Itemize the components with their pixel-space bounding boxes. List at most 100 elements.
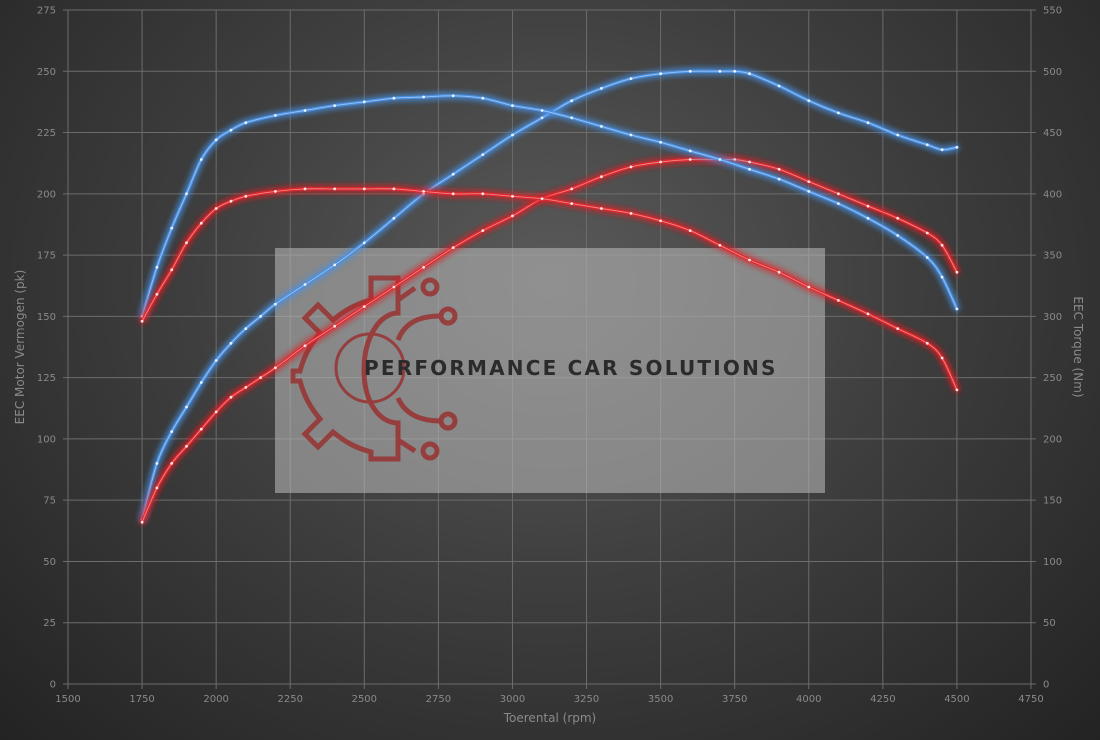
data-point	[955, 270, 959, 274]
data-point	[170, 430, 174, 433]
chart-tick-labels: 1500 1750 2000 2250 2500 2750 3000 3250 3500 3750…	[37, 6, 1062, 706]
x-tick-label: 3000	[500, 694, 525, 705]
data-point	[451, 192, 455, 196]
series-3-torque	[140, 94, 959, 318]
y-tick-label-right: 200	[1043, 434, 1062, 445]
y-tick-label-right: 450	[1043, 128, 1062, 139]
y-tick-label-right: 150	[1043, 496, 1062, 507]
data-point	[925, 256, 929, 259]
data-point	[451, 246, 455, 250]
x-axis-title: Toerental (rpm)	[503, 711, 596, 725]
data-point	[392, 285, 396, 289]
data-point	[199, 381, 203, 384]
data-point	[185, 405, 188, 409]
chart-series	[140, 69, 959, 524]
data-point	[481, 229, 485, 233]
series-2-power	[140, 157, 959, 524]
data-point	[718, 69, 722, 73]
data-point	[837, 192, 840, 196]
y-axis-left-title: EEC Motor Vermogen (pk)	[13, 270, 27, 425]
data-point	[274, 302, 277, 306]
data-point	[362, 305, 366, 308]
data-point	[511, 214, 514, 218]
data-point	[748, 258, 751, 262]
data-point	[955, 145, 959, 149]
data-point	[940, 243, 944, 247]
data-point	[155, 265, 159, 269]
data-point	[866, 121, 870, 125]
data-point	[214, 359, 218, 362]
y-tick-label-left: 125	[37, 373, 56, 384]
data-point	[777, 84, 781, 88]
data-point	[718, 243, 722, 247]
y-axis-right-title: EEC Torque (Nm)	[1071, 296, 1085, 397]
x-tick-label: 1500	[55, 694, 80, 705]
x-tick-label: 3750	[722, 694, 747, 705]
data-point	[807, 99, 811, 103]
data-point	[229, 341, 233, 345]
x-tick-label: 4750	[1018, 694, 1043, 705]
y-tick-label-left: 150	[37, 312, 56, 323]
y-tick-label-right: 250	[1043, 373, 1062, 384]
data-point	[274, 190, 277, 193]
data-point	[629, 133, 633, 137]
data-point	[807, 190, 811, 193]
data-point	[733, 158, 737, 161]
data-point	[837, 111, 840, 115]
y-tick-label-right: 500	[1043, 67, 1062, 78]
x-tick-label: 3500	[648, 694, 673, 705]
data-point	[199, 427, 203, 431]
data-point	[777, 177, 781, 181]
y-tick-label-left: 50	[43, 557, 56, 568]
data-point	[362, 241, 366, 245]
y-tick-label-right: 300	[1043, 312, 1062, 323]
data-point	[925, 231, 929, 235]
data-point	[511, 133, 514, 137]
data-point	[540, 109, 544, 112]
data-point	[170, 226, 174, 230]
data-point	[718, 158, 722, 161]
data-point	[259, 315, 262, 318]
x-tick-label: 2500	[352, 694, 377, 705]
data-point	[688, 158, 692, 161]
data-point	[422, 95, 425, 99]
data-point	[155, 292, 159, 296]
data-point	[244, 194, 248, 198]
data-point	[244, 121, 248, 125]
data-point	[940, 275, 944, 279]
data-point	[733, 69, 737, 73]
data-point	[866, 204, 870, 208]
data-point	[214, 138, 218, 142]
data-point	[155, 486, 159, 490]
data-point	[570, 202, 574, 206]
data-point	[896, 216, 900, 220]
data-point	[259, 376, 262, 379]
y-tick-label-left: 25	[43, 618, 56, 629]
data-point	[303, 344, 307, 348]
data-point	[392, 187, 396, 191]
data-point	[659, 72, 662, 76]
data-point	[540, 197, 544, 201]
data-point	[303, 109, 307, 112]
y-tick-label-left: 250	[37, 67, 56, 78]
x-tick-label: 1750	[129, 694, 154, 705]
y-tick-label-left: 200	[37, 189, 56, 200]
y-tick-label-left: 225	[37, 128, 56, 139]
data-point	[925, 143, 929, 147]
data-point	[229, 395, 233, 399]
data-point	[511, 194, 514, 198]
x-tick-label: 4000	[796, 694, 821, 705]
data-point	[955, 388, 959, 392]
data-point	[274, 114, 277, 117]
y-tick-label-right: 0	[1043, 680, 1049, 691]
data-point	[170, 268, 174, 272]
data-point	[896, 133, 900, 137]
data-point	[688, 149, 692, 153]
data-point	[422, 190, 425, 193]
series-4-torque	[140, 187, 959, 392]
watermark-text: PERFORMANCE CAR SOLUTIONS	[364, 356, 778, 380]
data-point	[837, 299, 840, 302]
x-tick-label: 4250	[870, 694, 895, 705]
data-point	[303, 187, 307, 191]
data-point	[659, 219, 662, 223]
